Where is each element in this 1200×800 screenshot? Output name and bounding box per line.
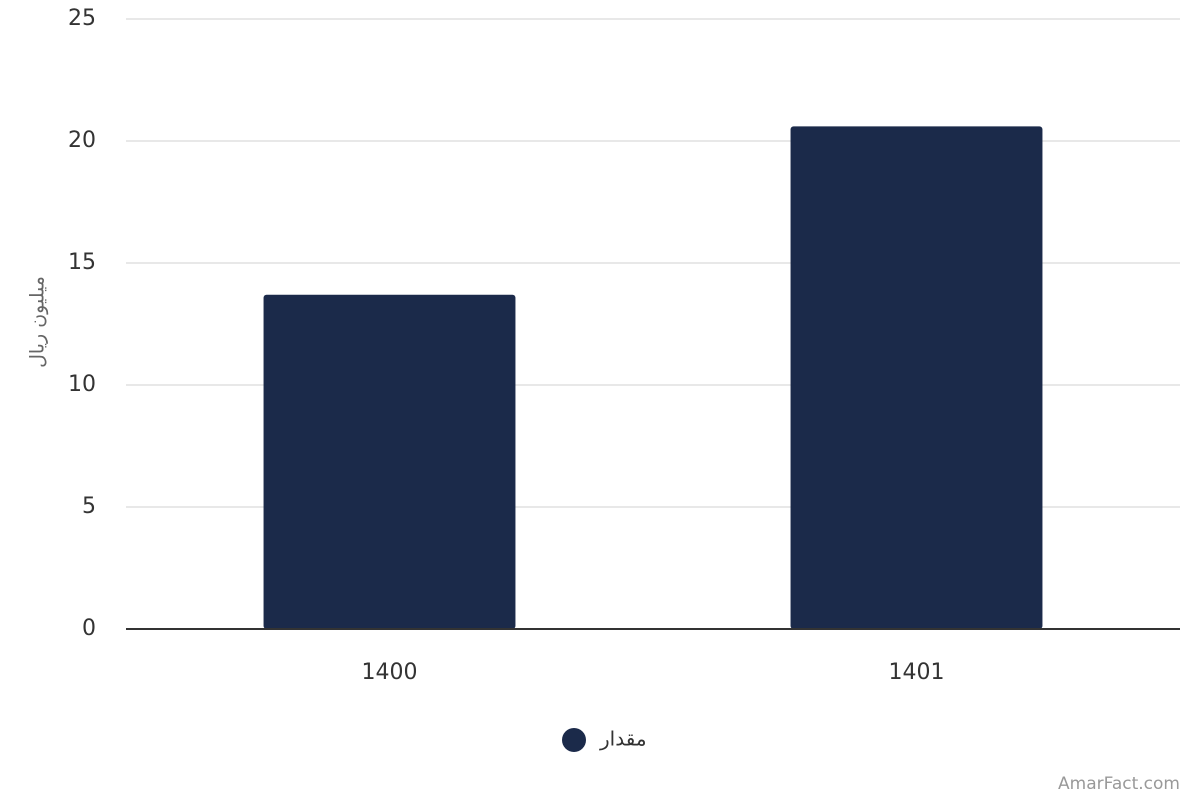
bar	[790, 126, 1043, 630]
y-tick-label: 20	[68, 128, 96, 153]
legend-label[interactable]: مقدار	[599, 727, 647, 751]
x-tick-label: 1401	[889, 660, 945, 685]
y-tick-label: 15	[68, 250, 96, 275]
y-tick-label: 10	[68, 372, 96, 397]
x-tick-label: 1400	[362, 660, 418, 685]
y-tick-label: 5	[82, 494, 96, 519]
legend-marker	[562, 728, 586, 752]
y-tick-label: 25	[68, 6, 96, 31]
bar	[263, 294, 516, 629]
credit: AmarFact.com	[1058, 774, 1180, 794]
y-tick-label: 0	[82, 616, 96, 641]
y-axis-label: میلیون ریال	[27, 276, 49, 368]
